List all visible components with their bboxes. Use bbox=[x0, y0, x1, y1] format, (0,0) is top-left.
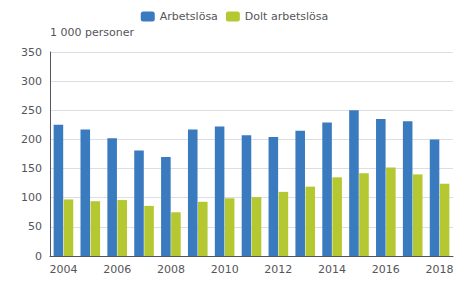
svg-text:150: 150 bbox=[21, 162, 42, 175]
svg-text:2014: 2014 bbox=[318, 263, 346, 276]
svg-text:200: 200 bbox=[21, 133, 42, 146]
svg-text:250: 250 bbox=[21, 104, 42, 117]
svg-text:Dolt arbetslösa: Dolt arbetslösa bbox=[245, 10, 328, 23]
svg-text:100: 100 bbox=[21, 191, 42, 204]
svg-text:300: 300 bbox=[21, 75, 42, 88]
svg-text:Arbetslösa: Arbetslösa bbox=[160, 10, 218, 23]
svg-text:2006: 2006 bbox=[103, 263, 131, 276]
svg-text:350: 350 bbox=[21, 46, 42, 59]
svg-text:2008: 2008 bbox=[157, 263, 185, 276]
svg-text:0: 0 bbox=[35, 250, 42, 263]
svg-text:2004: 2004 bbox=[49, 263, 77, 276]
svg-text:50: 50 bbox=[28, 220, 42, 233]
svg-text:1 000 personer: 1 000 personer bbox=[50, 26, 134, 39]
svg-text:2012: 2012 bbox=[264, 263, 292, 276]
svg-text:2010: 2010 bbox=[211, 263, 239, 276]
svg-text:2018: 2018 bbox=[426, 263, 454, 276]
svg-text:2016: 2016 bbox=[372, 263, 400, 276]
